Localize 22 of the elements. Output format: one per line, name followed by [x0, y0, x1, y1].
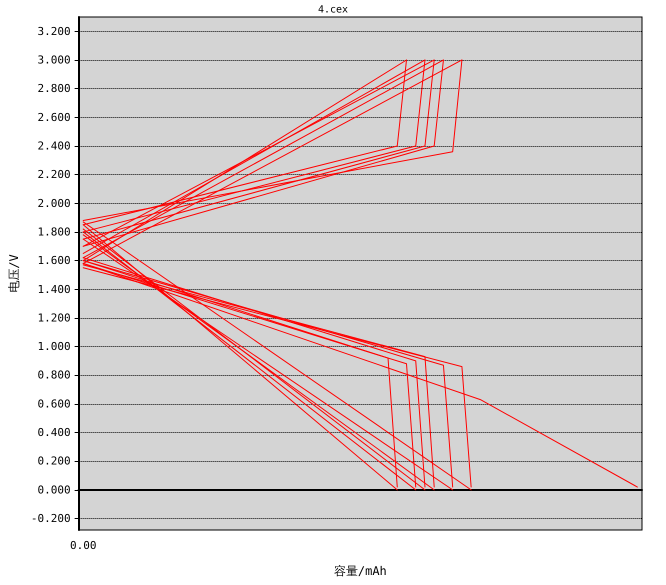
y-tick-label: 1.800: [38, 225, 71, 238]
x-axis-title: 容量/mAh: [334, 564, 387, 578]
x-tick-label: 0.00: [70, 539, 97, 552]
y-tick-label: 2.600: [38, 110, 71, 124]
y-tick-label: 0.000: [38, 483, 71, 496]
y-tick-label: 2.400: [38, 139, 71, 152]
y-tick-label: 0.200: [38, 454, 71, 468]
y-tick-label: 0.800: [38, 368, 71, 382]
y-tick-label: 1.200: [38, 311, 71, 324]
chart-title: 4.cex: [318, 4, 348, 16]
y-tick-label: 1.600: [38, 254, 71, 268]
y-tick-label: 1.000: [38, 340, 71, 354]
y-tick-label: 3.000: [38, 53, 71, 66]
y-tick-label: 2.000: [38, 196, 71, 210]
y-tick-label: 0.400: [38, 426, 71, 440]
y-tick-label: 1.400: [38, 282, 71, 296]
y-tick-label: 2.800: [38, 82, 71, 96]
y-tick-label: 0.600: [38, 397, 71, 410]
y-tick-label: 2.200: [38, 168, 71, 182]
y-tick-label: 3.200: [38, 24, 71, 38]
y-axis-title: 电压/V: [7, 254, 21, 293]
y-tick-label: -0.200: [30, 512, 71, 526]
